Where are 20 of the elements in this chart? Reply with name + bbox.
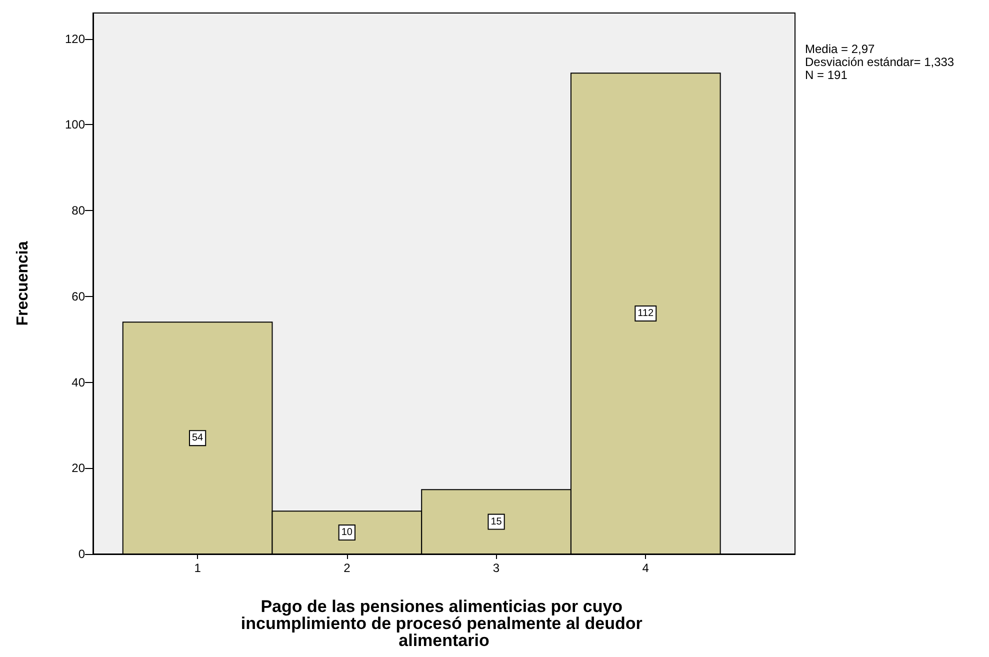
data-label: 10 (341, 527, 353, 538)
y-tick-label: 40 (72, 375, 86, 390)
y-tick-label: 120 (64, 32, 86, 46)
y-tick-label: 100 (64, 118, 86, 132)
x-tick-label: 4 (642, 561, 650, 575)
text: Desviación estándar= 1,333 (805, 55, 954, 69)
y-tick-label: 0 (78, 547, 86, 561)
x-axis-title: Pago de las pensiones alimenticias por cuyo incumplimiento de procesó penalmente al deudor alimentario (240, 597, 648, 650)
text: N = 191 (805, 68, 848, 82)
y-tick-label: 20 (72, 461, 86, 476)
x-tick-label: 2 (344, 561, 351, 575)
text: Media = 2,97 (805, 42, 876, 56)
y-tick-label: 80 (72, 204, 86, 218)
y-axis-title: Frecuencia (14, 241, 32, 326)
data-label: 112 (638, 308, 654, 320)
y-tick-label: 60 (72, 289, 86, 304)
x-tick-label: 3 (492, 561, 500, 575)
x-tick-label: 1 (194, 561, 202, 575)
data-label: 15 (490, 516, 502, 528)
data-label: 54 (192, 432, 204, 444)
